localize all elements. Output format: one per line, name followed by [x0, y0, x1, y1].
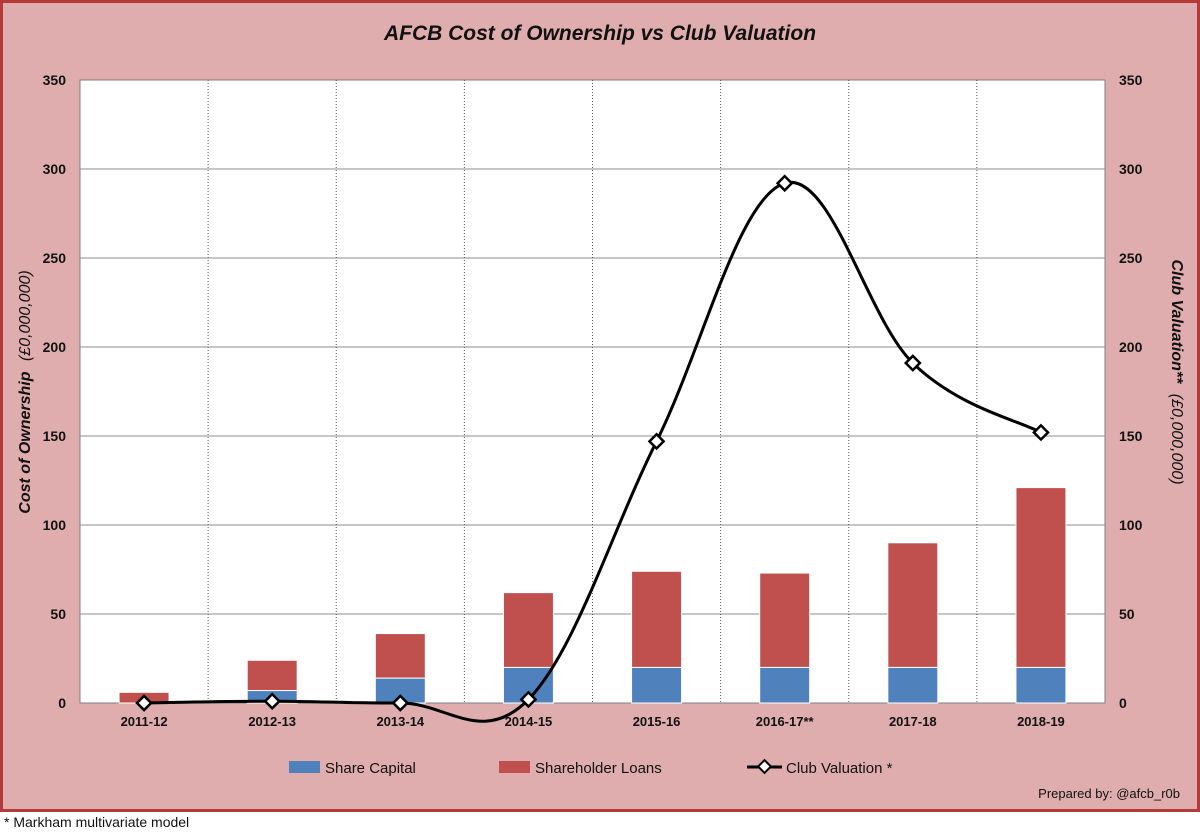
- right-tick-label: 150: [1119, 428, 1143, 444]
- legend-marker-club-valuation: [756, 758, 773, 775]
- bar-share-capital: [631, 666, 683, 704]
- bars: [118, 487, 1067, 704]
- legend-swatch-shareholder-loans: [499, 761, 530, 773]
- valuation-point: [647, 432, 666, 451]
- right-tick-label: 250: [1119, 250, 1143, 266]
- grid-lines: [80, 80, 1105, 703]
- right-tick-label: 350: [1119, 72, 1143, 88]
- category-label: 2017-18: [889, 714, 937, 729]
- left-tick-label: 200: [43, 339, 67, 355]
- legend-swatch-share-capital: [289, 761, 320, 773]
- right-tick-label: 50: [1119, 606, 1135, 622]
- category-label: 2011-12: [121, 714, 168, 729]
- footnote: * Markham multivariate model: [4, 814, 190, 830]
- right-axis-ticks: 0 50 100 150 200 250 300 350: [1119, 72, 1143, 711]
- valuation-point: [263, 692, 282, 711]
- left-tick-label: 300: [43, 161, 67, 177]
- category-label: 2016-17**: [756, 714, 815, 729]
- left-tick-label: 0: [58, 695, 66, 711]
- valuation-point: [391, 694, 410, 712]
- category-label: 2014-15: [505, 714, 553, 729]
- left-tick-label: 50: [50, 606, 66, 622]
- bar-share-capital: [759, 666, 811, 704]
- left-tick-label: 350: [43, 72, 67, 88]
- bar-shareholder-loans: [887, 542, 939, 668]
- bar-share-capital: [887, 666, 939, 704]
- bar-shareholder-loans: [631, 570, 683, 668]
- right-axis-label: Club Valuation**: [1168, 259, 1185, 384]
- category-labels: 2011-12 2012-13 2013-14 2014-15 2015-16 2016-…: [121, 714, 1065, 729]
- left-axis-title: Cost of Ownership (£0,000,000): [17, 270, 34, 513]
- left-tick-label: 250: [43, 250, 67, 266]
- right-tick-label: 300: [1119, 161, 1143, 177]
- bar-shareholder-loans: [374, 633, 426, 679]
- bar-shareholder-loans: [1015, 487, 1067, 668]
- category-label: 2013-14: [376, 714, 424, 729]
- bar-shareholder-loans: [502, 592, 554, 668]
- chart-title: AFCB Cost of Ownership vs Club Valuation: [383, 22, 816, 45]
- legend-label-shareholder-loans: Shareholder Loans: [535, 760, 662, 777]
- left-axis-label: Cost of Ownership: [17, 371, 34, 513]
- bar-shareholder-loans: [759, 572, 811, 668]
- legend: Share Capital Shareholder Loans Club Val…: [289, 758, 893, 777]
- right-tick-label: 0: [1119, 695, 1127, 711]
- chart-svg: AFCB Cost of Ownership vs Club Valuation…: [17, 22, 1185, 801]
- left-axis-unit: (£0,000,000): [17, 270, 34, 361]
- legend-label-club-valuation: Club Valuation *: [786, 760, 893, 777]
- left-axis-ticks: 0 50 100 150 200 250 300 350: [43, 72, 67, 711]
- valuation-point: [135, 694, 153, 712]
- valuation-line: [135, 174, 1050, 723]
- legend-label-share-capital: Share Capital: [325, 760, 416, 777]
- valuation-point: [775, 174, 794, 193]
- right-tick-label: 200: [1119, 339, 1143, 355]
- bar-shareholder-loans: [246, 659, 298, 692]
- category-label: 2015-16: [633, 714, 681, 729]
- right-tick-label: 100: [1119, 517, 1143, 533]
- valuation-point: [1032, 423, 1050, 442]
- valuation-point: [903, 354, 922, 372]
- right-axis-title: Club Valuation** (£0,000,000): [1168, 259, 1185, 484]
- bar-share-capital: [1015, 666, 1067, 704]
- category-label: 2012-13: [248, 714, 296, 729]
- left-tick-label: 150: [43, 428, 67, 444]
- valuation-point: [519, 690, 538, 709]
- left-tick-label: 100: [43, 517, 67, 533]
- category-label: 2018-19: [1017, 714, 1065, 729]
- prepared-by-credit: Prepared by: @afcb_r0b: [1038, 786, 1180, 801]
- valuation-line-path: [144, 180, 1042, 723]
- right-axis-unit: (£0,000,000): [1168, 394, 1185, 485]
